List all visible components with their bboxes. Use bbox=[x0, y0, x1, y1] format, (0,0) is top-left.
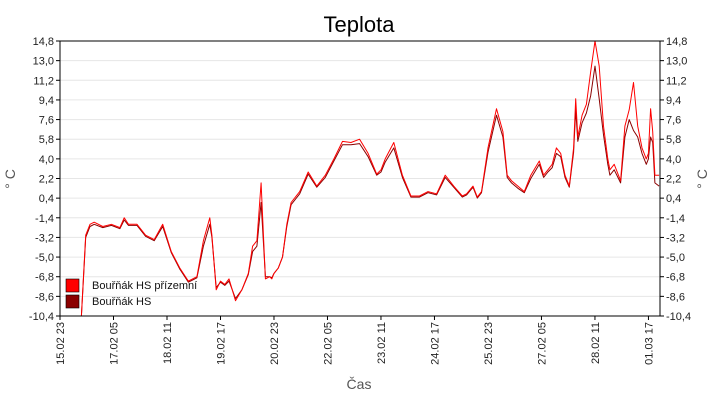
x-tick-label: 17.02 05 bbox=[108, 322, 120, 365]
legend: Bouřňák HS přízemní Bouřňák HS bbox=[65, 278, 197, 309]
y-tick-label-left: -10,4 bbox=[29, 311, 54, 323]
y-axis-label-right: ° C bbox=[694, 169, 710, 189]
y-tick-label-right: 11,2 bbox=[666, 75, 687, 87]
x-tick-label: 23.02 11 bbox=[376, 322, 388, 364]
y-tick-label-right: -10,4 bbox=[666, 311, 691, 323]
y-tick-label-left: -3,2 bbox=[35, 232, 54, 244]
y-tick-label-right: 2,2 bbox=[666, 174, 681, 186]
y-tick-label-right: -6,8 bbox=[666, 272, 685, 284]
y-axis-left: 14,8 13,0 11,2 9,4 7,6 5,8 4,0 2,2 0,4 -1,4 -3,2 -5… bbox=[29, 36, 60, 323]
y-tick-label-left: 11,2 bbox=[33, 75, 54, 87]
y-tick-label-right: -5,0 bbox=[666, 252, 685, 264]
y-tick-label-right: 7,6 bbox=[666, 115, 681, 127]
legend-swatch bbox=[65, 294, 80, 309]
y-tick-label-left: 9,4 bbox=[39, 95, 54, 107]
y-tick-label-left: -1,4 bbox=[35, 213, 54, 225]
chart-title: Teplota bbox=[324, 12, 396, 37]
x-axis-label: Čas bbox=[347, 376, 372, 392]
x-tick-label: 15.02 23 bbox=[55, 322, 67, 365]
x-tick-label: 20.02 23 bbox=[269, 322, 281, 365]
y-tick-label-left: -5,0 bbox=[35, 252, 54, 264]
x-tick-label: 19.02 17 bbox=[215, 322, 227, 365]
y-tick-label-left: 5,8 bbox=[39, 134, 54, 146]
y-tick-label-left: 7,6 bbox=[39, 115, 54, 127]
y-axis-label-left: ° C bbox=[2, 169, 18, 189]
y-tick-label-left: 0,4 bbox=[39, 193, 54, 205]
y-tick-label-right: -8,6 bbox=[666, 291, 685, 303]
x-tick-label: 01.03 17 bbox=[643, 322, 655, 365]
y-axis-right: 14,8 13,0 11,2 9,4 7,6 5,8 4,0 2,2 0,4 -1,4 -3,2 -5… bbox=[660, 36, 691, 323]
series-layer bbox=[60, 40, 660, 317]
y-tick-label-right: 13,0 bbox=[666, 56, 687, 68]
series-line bbox=[60, 40, 660, 317]
y-tick-label-right: 14,8 bbox=[666, 36, 687, 48]
x-tick-label: 28.02 11 bbox=[590, 322, 602, 364]
y-tick-label-right: 0,4 bbox=[666, 193, 681, 205]
y-tick-label-left: -6,8 bbox=[35, 272, 54, 284]
y-tick-label-right: 9,4 bbox=[666, 95, 681, 107]
y-tick-label-right: -3,2 bbox=[666, 232, 685, 244]
legend-swatch bbox=[65, 278, 80, 293]
legend-label: Bouřňák HS přízemní bbox=[92, 280, 197, 292]
y-tick-label-right: -1,4 bbox=[666, 213, 685, 225]
x-tick-label: 27.02 05 bbox=[536, 322, 548, 365]
x-axis: 15.02 23 17.02 05 18.02 11 19.02 17 20.02 23… bbox=[55, 316, 655, 365]
y-tick-label-right: 4,0 bbox=[666, 154, 681, 166]
y-tick-label-left: 2,2 bbox=[39, 174, 54, 186]
x-tick-label: 18.02 11 bbox=[162, 322, 174, 364]
y-tick-label-left: 13,0 bbox=[33, 56, 54, 68]
x-tick-label: 24.02 17 bbox=[429, 322, 441, 365]
x-tick-label: 22.02 05 bbox=[322, 322, 334, 365]
y-tick-label-left: 4,0 bbox=[39, 154, 54, 166]
y-tick-label-left: 14,8 bbox=[33, 36, 54, 48]
y-tick-label-right: 5,8 bbox=[666, 134, 681, 146]
legend-label: Bouřňák HS bbox=[92, 296, 151, 308]
y-tick-label-left: -8,6 bbox=[35, 291, 54, 303]
x-tick-label: 25.02 23 bbox=[483, 322, 495, 365]
series-line bbox=[60, 65, 660, 317]
